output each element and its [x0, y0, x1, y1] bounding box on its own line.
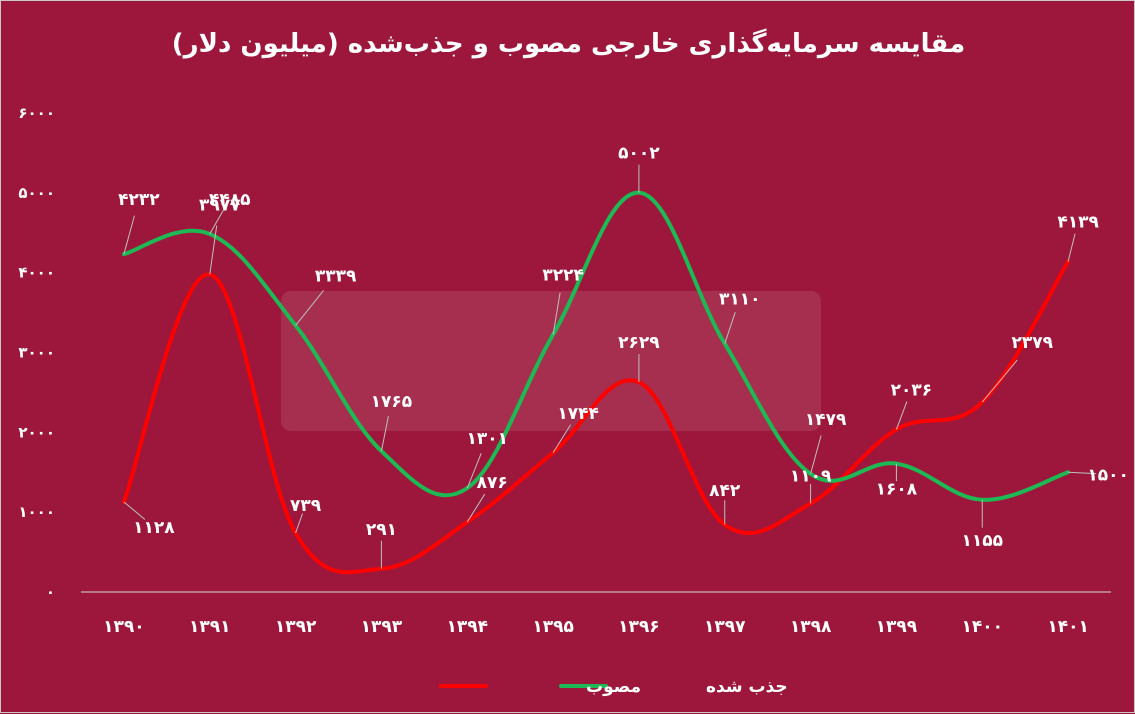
leader-line	[895, 401, 908, 430]
data-label: ۳۳۳۹	[315, 266, 357, 286]
x-tick-label: ۱۳۹۵	[532, 617, 574, 637]
leader-line	[466, 493, 486, 523]
data-label: ۲۳۷۹	[1011, 333, 1053, 353]
leader-line	[552, 292, 561, 335]
data-label: ۷۳۹	[290, 496, 322, 516]
x-tick-label: ۱۳۹۹	[876, 617, 918, 637]
data-label: ۱۵۰۰	[1087, 465, 1129, 485]
data-label: ۱۷۶۵	[371, 392, 413, 412]
data-label: ۳۹۷۷	[199, 196, 241, 216]
data-label: ۱۱۲۸	[133, 518, 175, 538]
data-label: ۱۶۰۸	[876, 480, 918, 500]
data-label: ۵۰۰۲	[618, 144, 660, 164]
leader-line	[724, 312, 736, 344]
x-tick-label: ۱۳۹۰	[103, 617, 145, 637]
leader-line	[466, 452, 482, 489]
y-tick-label: ۳۰۰۰	[18, 344, 55, 362]
leader-line	[1068, 471, 1097, 475]
data-label: ۴۱۳۹	[1057, 213, 1099, 233]
x-tick-label: ۱۳۹۳	[361, 617, 403, 637]
y-tick-label: ۴۰۰۰	[18, 264, 55, 282]
x-tick-label: ۱۳۹۲	[275, 617, 317, 637]
data-label: ۱۷۴۴	[557, 404, 599, 424]
y-tick-label: ۲۰۰۰	[18, 423, 55, 441]
data-labels: ۱۱۲۸ ۳۹۷۷ ۷۳۹ ۲۹۱ ۸۷۶ ۱۷۴۴ ۲۶۲۹ ۸۴۲ ۱۱۰۹ ۲۰۳۶ ۲۳۷۹…	[118, 144, 1129, 569]
leader-line	[295, 290, 324, 326]
data-label: ۴۴۸۵	[209, 190, 251, 210]
axes: ۰ ۱۰۰۰ ۲۰۰۰ ۳۰۰۰ ۴۰۰۰ ۵۰۰۰ ۶۰۰۰ ۱۳۹۰ ۱۳۹۱ ۱۳۹۲ ۱۳۹…	[18, 104, 1111, 637]
y-tick-label: ۱۰۰۰	[18, 503, 55, 521]
x-tick-label: ۱۳۹۱	[189, 617, 231, 637]
leader-line	[552, 424, 572, 454]
data-label: ۸۷۶	[477, 473, 508, 493]
legend-label: جذب شده	[706, 677, 788, 697]
leader-line	[810, 435, 822, 475]
data-label: ۸۴۲	[709, 481, 741, 501]
x-tick-label: ۱۴۰۱	[1047, 617, 1089, 637]
data-label: ۳۲۲۴	[542, 266, 584, 286]
chart-title: مقایسه سرمایه‌گذاری خارجی مصوب و جذب‌شده…	[171, 29, 966, 59]
data-label: ۳۱۱۰	[719, 290, 761, 310]
leader-line	[981, 359, 1018, 403]
data-label: ۲۹۱	[366, 520, 397, 540]
data-label: ۴۲۳۲	[118, 190, 160, 210]
x-tick-label: ۱۳۹۶	[618, 617, 660, 637]
leader-line	[295, 513, 304, 534]
data-label: ۲۰۳۶	[891, 380, 933, 400]
data-label: ۱۱۵۵	[961, 531, 1003, 551]
y-tick-label: ۵۰۰۰	[18, 184, 55, 202]
leader-line	[123, 501, 146, 520]
watermark-logo	[281, 291, 821, 431]
leader-line	[209, 209, 225, 235]
x-tick-label: ۱۳۹۷	[704, 617, 746, 637]
data-label: ۱۳۰۱	[466, 429, 508, 449]
x-tick-label: ۱۴۰۰	[961, 617, 1003, 637]
leader-line	[380, 415, 389, 452]
leader-line	[1067, 233, 1076, 262]
x-tick-label: ۱۳۹۴	[446, 617, 488, 637]
legend: جذب شده مصوب	[439, 677, 788, 697]
x-tick-label: ۱۳۹۸	[790, 617, 832, 637]
data-label: ۲۶۲۹	[618, 333, 660, 353]
data-label: ۱۱۰۹	[790, 466, 832, 486]
y-tick-label: ۶۰۰۰	[18, 104, 55, 122]
leader-line	[209, 225, 218, 275]
leader-line	[123, 215, 135, 255]
y-tick-label: ۰	[46, 583, 55, 601]
data-label: ۱۴۷۹	[805, 410, 847, 430]
legend-label: مصوب	[586, 677, 641, 697]
